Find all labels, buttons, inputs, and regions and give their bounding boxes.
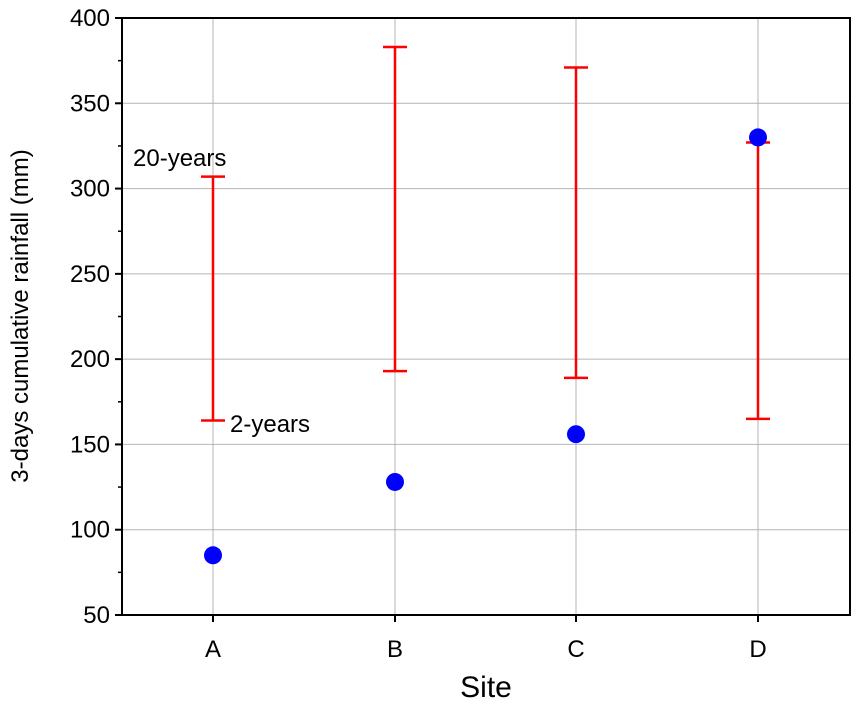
y-tick-label: 350 xyxy=(70,90,110,117)
x-tick-labels: A B C D xyxy=(205,636,767,663)
data-point xyxy=(567,425,585,444)
x-axis-title: Site xyxy=(460,671,512,704)
axis-ticks xyxy=(115,17,759,622)
annotation-2-years: 2-years xyxy=(230,411,310,438)
x-tick-label: D xyxy=(749,636,766,663)
x-tick-label: A xyxy=(205,636,221,663)
x-tick-label: B xyxy=(387,636,403,663)
return-period-ranges xyxy=(201,45,770,422)
data-point xyxy=(386,472,404,491)
annotation-20-years: 20-years xyxy=(133,145,226,172)
y-tick-labels: 50 100 150 200 250 300 350 400 xyxy=(70,5,110,629)
y-tick-label: 300 xyxy=(70,176,110,203)
y-tick-label: 150 xyxy=(70,431,110,458)
y-tick-label: 400 xyxy=(70,5,110,32)
data-points xyxy=(204,128,767,565)
y-tick-label: 200 xyxy=(70,346,110,373)
data-point xyxy=(204,546,222,565)
y-tick-label: 50 xyxy=(83,602,110,629)
data-point xyxy=(749,128,767,147)
plot-frame xyxy=(121,17,851,616)
y-axis-title: 3-days cumulative rainfall (mm) xyxy=(7,149,34,482)
grid xyxy=(122,18,850,615)
x-tick-label: C xyxy=(567,636,584,663)
y-tick-label: 100 xyxy=(70,517,110,544)
y-tick-label: 250 xyxy=(70,261,110,288)
